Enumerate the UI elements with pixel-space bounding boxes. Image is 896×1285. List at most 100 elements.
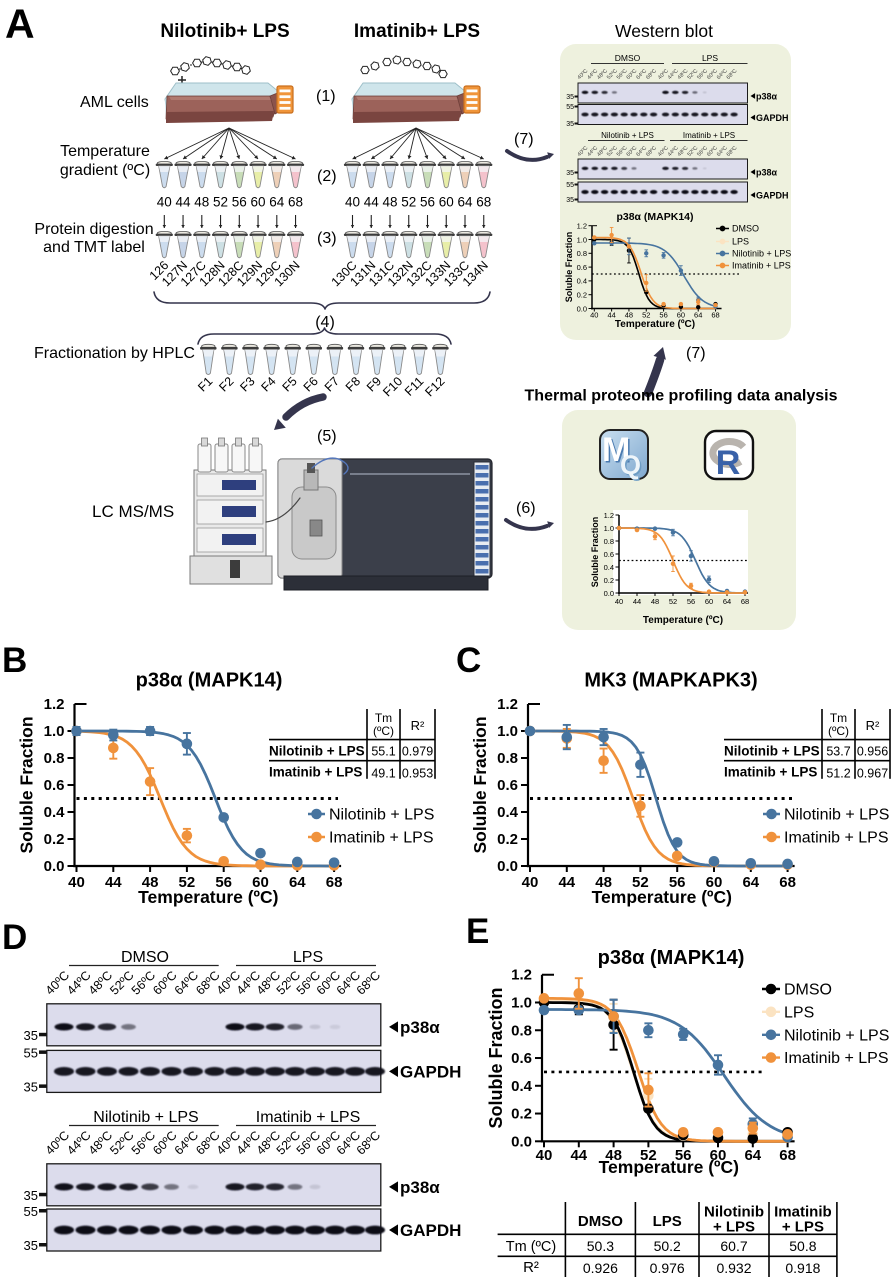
svg-text:Nilotinib + LPS: Nilotinib + LPS bbox=[732, 249, 791, 259]
svg-text:0.4: 0.4 bbox=[604, 563, 614, 572]
svg-text:Imatinib + LPS: Imatinib + LPS bbox=[256, 1109, 361, 1126]
svg-text:R²: R² bbox=[523, 1259, 539, 1276]
svg-text:0.976: 0.976 bbox=[650, 1260, 685, 1276]
svg-text:35: 35 bbox=[566, 197, 574, 204]
svg-text:49.1: 49.1 bbox=[371, 767, 395, 781]
svg-text:44: 44 bbox=[633, 597, 641, 606]
svg-text:LPS: LPS bbox=[732, 237, 749, 247]
svg-text:60.7: 60.7 bbox=[720, 1238, 747, 1254]
svg-text:50.8: 50.8 bbox=[789, 1238, 816, 1254]
svg-text:1.0: 1.0 bbox=[44, 723, 65, 740]
svg-text:(7): (7) bbox=[514, 131, 534, 148]
svg-text:52: 52 bbox=[642, 311, 650, 320]
svg-text:68: 68 bbox=[326, 874, 343, 891]
svg-text:M: M bbox=[602, 431, 630, 469]
svg-text:52: 52 bbox=[632, 874, 649, 891]
svg-text:68: 68 bbox=[476, 195, 491, 210]
svg-text:56: 56 bbox=[659, 311, 667, 320]
svg-text:Nilotinib: Nilotinib bbox=[704, 1204, 764, 1221]
svg-text:GAPDH: GAPDH bbox=[756, 113, 789, 123]
svg-text:DMSO: DMSO bbox=[578, 1213, 623, 1230]
svg-text:1.0: 1.0 bbox=[577, 235, 587, 244]
svg-text:p38α: p38α bbox=[756, 92, 778, 102]
svg-text:Nilotinib + LPS: Nilotinib + LPS bbox=[601, 131, 654, 140]
svg-text:40: 40 bbox=[68, 874, 85, 891]
svg-text:LPS: LPS bbox=[293, 949, 323, 966]
svg-text:M: M bbox=[604, 433, 632, 471]
svg-text:0.0: 0.0 bbox=[577, 304, 587, 313]
svg-text:Q: Q bbox=[620, 450, 641, 480]
svg-text:gradient (ºC): gradient (ºC) bbox=[60, 162, 150, 179]
svg-text:1.0: 1.0 bbox=[497, 723, 518, 740]
svg-text:Temperature (ºC): Temperature (ºC) bbox=[138, 887, 278, 907]
svg-text:48: 48 bbox=[605, 1147, 622, 1164]
svg-text:0.4: 0.4 bbox=[577, 277, 587, 286]
svg-text:R²: R² bbox=[866, 718, 880, 733]
svg-text:DMSO: DMSO bbox=[121, 949, 169, 966]
svg-text:64: 64 bbox=[457, 195, 473, 210]
svg-text:LPS: LPS bbox=[702, 53, 718, 63]
svg-text:and TMT label: and TMT label bbox=[43, 239, 145, 256]
svg-text:Western blot: Western blot bbox=[615, 21, 713, 41]
svg-text:0.8: 0.8 bbox=[577, 249, 587, 258]
svg-text:p38α: p38α bbox=[400, 1178, 440, 1197]
svg-text:GAPDH: GAPDH bbox=[400, 1221, 461, 1240]
svg-text:Imatinib + LPS: Imatinib + LPS bbox=[784, 1050, 889, 1067]
svg-text:p38α: p38α bbox=[756, 168, 778, 178]
svg-text:DMSO: DMSO bbox=[615, 53, 641, 63]
svg-text:44: 44 bbox=[558, 874, 575, 891]
svg-text:56: 56 bbox=[669, 874, 686, 891]
svg-text:Soluble Fraction: Soluble Fraction bbox=[470, 716, 490, 853]
svg-text:0.4: 0.4 bbox=[44, 804, 66, 821]
svg-text:64: 64 bbox=[269, 195, 285, 210]
svg-text:44: 44 bbox=[570, 1147, 587, 1164]
svg-text:Soluble Fraction: Soluble Fraction bbox=[590, 517, 600, 588]
svg-text:0.2: 0.2 bbox=[44, 831, 65, 848]
svg-text:40: 40 bbox=[522, 874, 539, 891]
svg-text:64: 64 bbox=[723, 597, 731, 606]
svg-text:55.1: 55.1 bbox=[371, 745, 395, 759]
svg-text:52: 52 bbox=[179, 874, 196, 891]
svg-text:Nilotinib + LPS: Nilotinib + LPS bbox=[329, 807, 434, 824]
svg-text:1.2: 1.2 bbox=[497, 696, 518, 713]
svg-text:44: 44 bbox=[607, 311, 615, 320]
svg-text:1.2: 1.2 bbox=[577, 222, 587, 231]
svg-text:48: 48 bbox=[625, 311, 633, 320]
svg-text:B: B bbox=[2, 641, 27, 680]
svg-text:40: 40 bbox=[590, 311, 598, 320]
svg-text:GAPDH: GAPDH bbox=[400, 1062, 461, 1081]
svg-text:Temperature: Temperature bbox=[60, 143, 150, 160]
svg-text:35: 35 bbox=[566, 121, 574, 128]
svg-text:Temperature (ºC): Temperature (ºC) bbox=[599, 1157, 739, 1177]
svg-text:Imatinib + LPS: Imatinib + LPS bbox=[732, 261, 791, 271]
svg-text:Temperature (ºC): Temperature (ºC) bbox=[615, 319, 695, 330]
svg-text:52: 52 bbox=[640, 1147, 657, 1164]
svg-text:44: 44 bbox=[176, 195, 192, 210]
svg-text:68: 68 bbox=[711, 311, 719, 320]
svg-text:(2): (2) bbox=[317, 168, 337, 185]
svg-text:0.2: 0.2 bbox=[577, 291, 587, 300]
svg-text:Imatinib: Imatinib bbox=[774, 1204, 832, 1221]
svg-text:(3): (3) bbox=[317, 230, 337, 247]
svg-text:44: 44 bbox=[105, 874, 122, 891]
svg-text:0.953: 0.953 bbox=[402, 767, 433, 781]
svg-text:0.6: 0.6 bbox=[604, 550, 614, 559]
svg-text:56: 56 bbox=[420, 195, 435, 210]
svg-text:+ LPS: + LPS bbox=[713, 1219, 755, 1236]
svg-text:R²: R² bbox=[411, 718, 425, 733]
svg-text:+ LPS: + LPS bbox=[782, 1219, 824, 1236]
svg-text:0.8: 0.8 bbox=[604, 537, 614, 546]
svg-text:48: 48 bbox=[595, 874, 612, 891]
svg-text:Imatinib + LPS: Imatinib + LPS bbox=[269, 765, 362, 780]
svg-text:Imatinib + LPS: Imatinib + LPS bbox=[683, 131, 735, 140]
svg-text:LPS: LPS bbox=[653, 1213, 682, 1230]
svg-text:40: 40 bbox=[536, 1147, 553, 1164]
svg-text:0.8: 0.8 bbox=[511, 1022, 532, 1039]
svg-text:Soluble Fraction: Soluble Fraction bbox=[564, 232, 574, 303]
svg-text:35: 35 bbox=[566, 94, 574, 101]
svg-text:Fractionation by HPLC: Fractionation by HPLC bbox=[34, 345, 195, 362]
svg-text:0.6: 0.6 bbox=[497, 777, 518, 794]
svg-text:Soluble Fraction: Soluble Fraction bbox=[17, 716, 37, 853]
svg-text:Temperature (ºC): Temperature (ºC) bbox=[643, 615, 723, 626]
svg-text:68: 68 bbox=[288, 195, 303, 210]
